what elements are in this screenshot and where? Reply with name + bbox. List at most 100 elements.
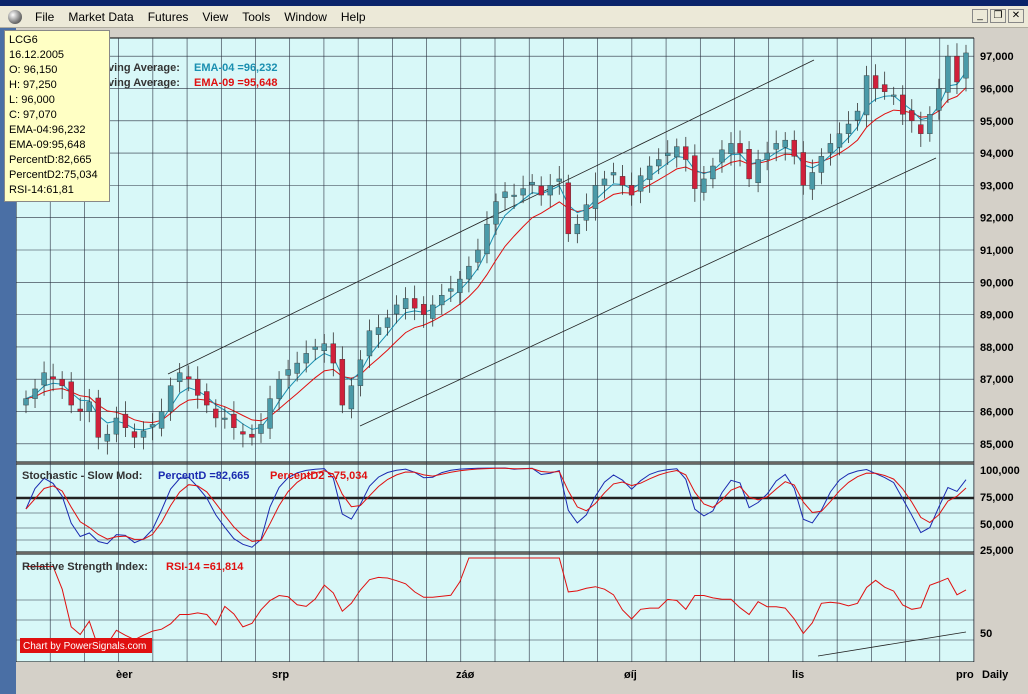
trend-channel [167, 59, 937, 427]
candle-body [131, 431, 138, 438]
price-tick-label: 87,000 [980, 374, 1014, 386]
candle-body [23, 398, 29, 406]
candle-body [294, 362, 300, 374]
candle-body [637, 175, 644, 192]
candle-body [430, 304, 436, 319]
info-symbol: LCG6 [9, 34, 38, 46]
candle-body [601, 178, 608, 186]
channel-upper-line [167, 59, 815, 375]
candle-body [249, 433, 255, 438]
candle-body [881, 84, 888, 92]
candle-body [50, 376, 56, 380]
credit-text[interactable]: Chart by PowerSignals.com [23, 641, 146, 652]
price-tick-label: 93,000 [980, 180, 1014, 192]
candle-body [628, 185, 635, 196]
menu-tools[interactable]: Tools [242, 9, 271, 24]
candle-body [267, 398, 273, 429]
price-tick-label: 90,000 [980, 277, 1014, 289]
percentd2-path [25, 467, 967, 542]
rsi-tick-50: 50 [980, 628, 992, 640]
stochastic-lines [25, 467, 967, 548]
candle-body [547, 185, 553, 196]
candle-body [59, 379, 65, 386]
credit-badge[interactable] [20, 638, 152, 653]
menu-futures[interactable]: Futures [147, 9, 189, 24]
info-date: 16.12.2005 [9, 49, 65, 61]
candle-body [276, 379, 282, 399]
menu-view[interactable]: View [202, 9, 229, 24]
candle-body [339, 359, 346, 406]
stoch-tick-50: 50,000 [980, 519, 1014, 531]
stoch-tick-75: 75,000 [980, 492, 1014, 504]
candle-body [222, 417, 228, 420]
menu-market-data[interactable]: Market Data [68, 9, 134, 24]
price-tick-label: 92,000 [980, 213, 1014, 225]
candle-body [755, 159, 761, 184]
restore-button[interactable]: ❐ [990, 9, 1006, 23]
menu-bar: File Market Data Futures View Tools Wind… [0, 6, 1028, 28]
candle-body [863, 75, 870, 116]
title-bar [0, 0, 1028, 6]
candle-body [927, 114, 933, 134]
candle-body [511, 194, 517, 197]
candle-body [167, 385, 174, 412]
price-tick-label: 86,000 [980, 407, 1014, 419]
menu-help[interactable]: Help [340, 9, 366, 24]
legend-ema9-prefix: ving Average: [108, 77, 180, 89]
candle-body [809, 172, 816, 190]
candle-body [655, 159, 662, 167]
period-label[interactable]: Daily [982, 669, 1009, 681]
candle-body [285, 369, 291, 376]
legend-ema9-value: EMA-09 =95,648 [194, 77, 277, 89]
candle-body [854, 110, 861, 121]
candle-body [719, 149, 725, 163]
candle-body [466, 265, 472, 280]
x-label-lis: lis [792, 669, 804, 681]
candle-body [963, 52, 969, 79]
menu-file[interactable]: File [35, 9, 55, 24]
info-high: H: 97,250 [9, 79, 57, 91]
candle-body [728, 143, 734, 154]
info-low: L: 96,000 [9, 94, 55, 106]
info-open: O: 96,150 [9, 64, 58, 76]
x-label-rij: øíj [624, 669, 637, 681]
candle-body [592, 185, 599, 209]
candle-body [538, 185, 544, 196]
price-tick-label: 94,000 [980, 148, 1014, 160]
app-icon[interactable] [8, 9, 22, 24]
stoch-pd2-label: PercentD2 =75,034 [270, 470, 368, 482]
candle-body [683, 146, 689, 160]
price-tick-label: 96,000 [980, 83, 1014, 95]
rsi-title: Relative Strength Index: [22, 561, 148, 573]
candle-body [502, 191, 508, 198]
candle-body [583, 204, 590, 221]
menu-window[interactable]: Window [284, 9, 327, 24]
ema-09-path [25, 87, 967, 424]
price-tick-label: 91,000 [980, 245, 1014, 257]
price-axis-labels: 97,000 96,000 95,000 94,000 93,000 92,000 91,0… [980, 51, 1014, 451]
price-tick-label: 85,000 [980, 439, 1014, 451]
candle-body [954, 55, 960, 83]
candle-body [918, 124, 924, 134]
candle-body [710, 165, 716, 180]
chart-canvas[interactable]: 97,000 96,000 95,000 94,000 93,000 92,000 91,0… [16, 30, 1028, 694]
candle-body [836, 133, 843, 148]
candle-body [936, 88, 942, 111]
candle-body [402, 298, 409, 310]
close-button[interactable]: ✕ [1008, 9, 1024, 23]
candle-body [122, 413, 129, 428]
candle-body [475, 249, 481, 263]
price-tick-label: 89,000 [980, 310, 1014, 322]
window-controls: _ ❐ ✕ [972, 9, 1024, 23]
price-tick-label: 88,000 [980, 342, 1014, 354]
candle-body [890, 94, 897, 97]
candle-body [457, 278, 463, 293]
candle-body [330, 343, 337, 364]
minimize-button[interactable]: _ [972, 9, 988, 23]
candle-body [800, 152, 807, 186]
candle-body [773, 143, 779, 150]
rsi-line [26, 557, 967, 649]
candle-body [827, 143, 834, 153]
candle-body [158, 411, 165, 429]
time-axis [16, 662, 1028, 694]
